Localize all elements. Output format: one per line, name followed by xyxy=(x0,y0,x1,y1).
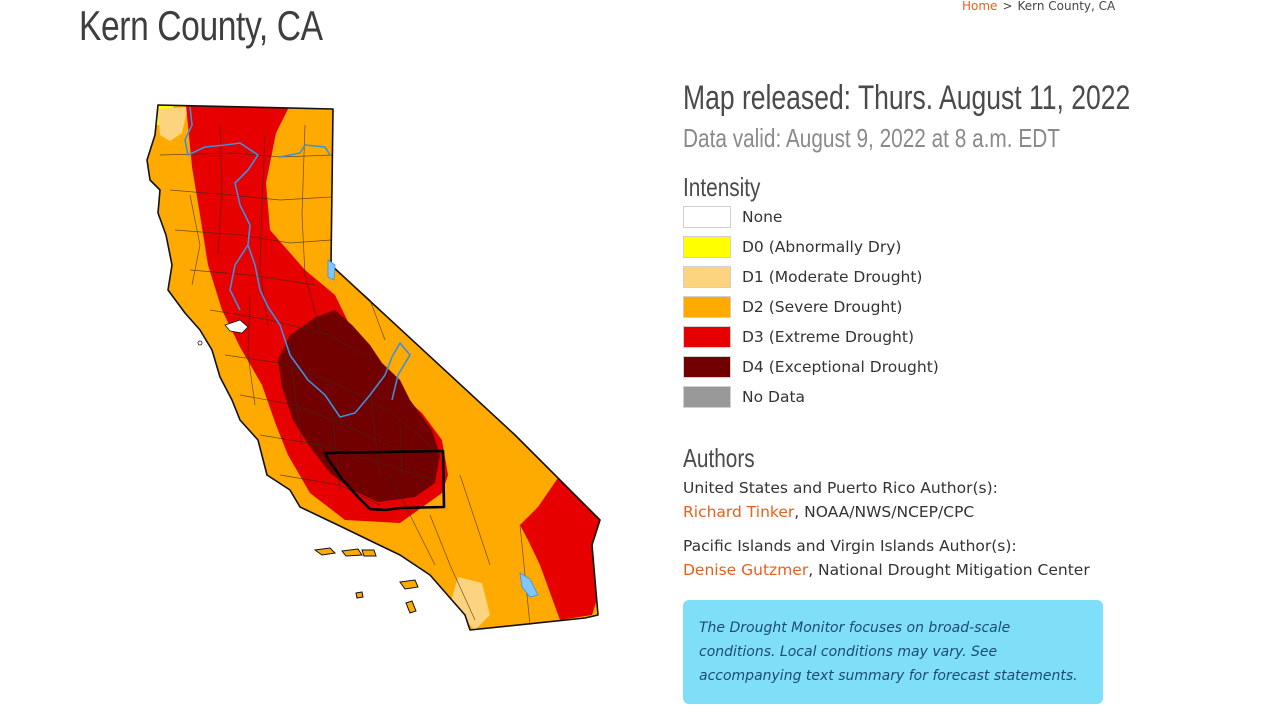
legend-swatch xyxy=(683,266,731,288)
legend-item: D1 (Moderate Drought) xyxy=(683,262,939,292)
breadcrumb-separator: > xyxy=(1002,0,1013,13)
legend-swatch xyxy=(683,356,731,378)
tahoe-lake xyxy=(327,259,336,281)
legend-swatch xyxy=(683,296,731,318)
breadcrumb: Home > Kern County, CA xyxy=(962,0,1115,13)
county-boundaries xyxy=(159,124,531,626)
data-valid-date: Data valid: August 9, 2022 at 8 a.m. EDT xyxy=(683,123,1060,153)
author-link-richard-tinker[interactable]: Richard Tinker xyxy=(683,503,795,521)
authors-block: United States and Puerto Rico Author(s):… xyxy=(683,476,1090,582)
legend-item: D2 (Severe Drought) xyxy=(683,292,939,322)
authors-heading: Authors xyxy=(683,443,755,473)
drought-map[interactable] xyxy=(130,95,630,640)
intensity-legend: None D0 (Abnormally Dry) D1 (Moderate Drou… xyxy=(683,202,939,412)
breadcrumb-home-link[interactable]: Home xyxy=(962,0,998,13)
legend-item: D3 (Extreme Drought) xyxy=(683,322,939,352)
legend-label: D4 (Exceptional Drought) xyxy=(742,358,939,376)
legend-label: D0 (Abnormally Dry) xyxy=(742,238,902,256)
california-outline xyxy=(146,104,601,631)
author-link-denise-gutzmer[interactable]: Denise Gutzmer xyxy=(683,561,809,579)
legend-item: No Data xyxy=(683,382,939,412)
d3-region-southeast xyxy=(520,475,600,620)
legend-label: None xyxy=(742,208,783,226)
legend-swatch xyxy=(683,326,731,348)
legend-label: D2 (Severe Drought) xyxy=(742,298,903,316)
map-released-date: Map released: Thurs. August 11, 2022 xyxy=(683,79,1131,117)
rivers xyxy=(184,106,411,418)
author-org-ndmc: , National Drought Mitigation Center xyxy=(808,561,1090,579)
legend-item: D0 (Abnormally Dry) xyxy=(683,232,939,262)
d1-region-south xyxy=(450,577,490,630)
channel-islands xyxy=(313,547,419,614)
bay-area-detail xyxy=(197,319,249,346)
legend-label: No Data xyxy=(742,388,806,406)
intensity-heading: Intensity xyxy=(683,172,761,202)
legend-label: D1 (Moderate Drought) xyxy=(742,268,923,286)
disclaimer-notice: The Drought Monitor focuses on broad-sca… xyxy=(683,600,1103,704)
legend-swatch xyxy=(683,206,731,228)
breadcrumb-current: Kern County, CA xyxy=(1017,0,1116,13)
author-org-noaa: , NOAA/NWS/NCEP/CPC xyxy=(794,503,975,521)
pi-vi-authors-label: Pacific Islands and Virgin Islands Autho… xyxy=(683,537,1017,555)
legend-swatch xyxy=(683,236,731,258)
legend-item: None xyxy=(683,202,939,232)
d4-region xyxy=(278,310,440,502)
d1-region-north xyxy=(158,107,188,141)
page-title: Kern County, CA xyxy=(79,2,323,49)
legend-label: D3 (Extreme Drought) xyxy=(742,328,915,346)
legend-item: D4 (Exceptional Drought) xyxy=(683,352,939,382)
salton-sea xyxy=(519,572,539,598)
us-pr-authors-label: United States and Puerto Rico Author(s): xyxy=(683,479,998,497)
kern-county-outline xyxy=(323,449,446,512)
legend-swatch xyxy=(683,386,731,408)
